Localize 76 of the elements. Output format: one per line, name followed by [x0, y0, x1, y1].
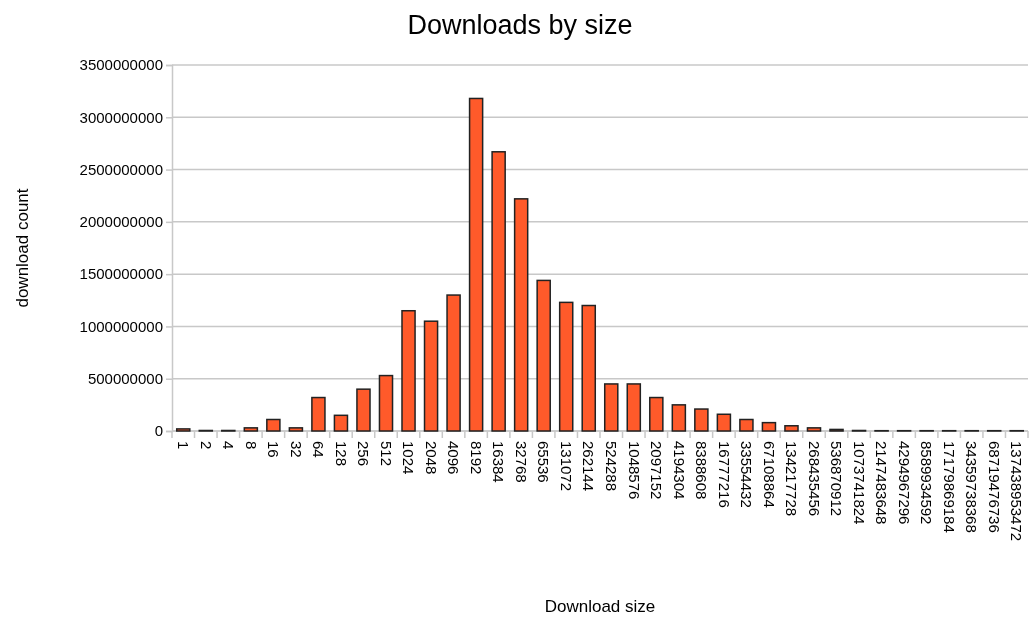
x-tick-label: 512 [377, 441, 395, 467]
y-tick-label: 3000000000 [79, 108, 163, 126]
bar [243, 427, 259, 432]
bar [513, 198, 529, 432]
x-tick-label: 17179869184 [940, 441, 958, 533]
bar [333, 414, 349, 432]
x-tick-label: 2048 [422, 441, 440, 475]
bar [739, 418, 754, 432]
x-tick-label: 32768 [512, 441, 530, 483]
x-tick-label: 2147483648 [873, 441, 891, 525]
bar [266, 418, 281, 432]
x-tick-label: 16384 [490, 441, 508, 483]
x-tick-label: 4096 [445, 441, 463, 475]
x-tick-label: 4294967296 [895, 441, 913, 525]
bar [671, 404, 687, 432]
x-tick-label: 1 [175, 441, 193, 450]
y-tick-label: 2000000000 [79, 213, 163, 231]
chart-title: Downloads by size [407, 10, 633, 40]
x-tick-label: 65536 [535, 441, 553, 483]
bar [716, 413, 732, 432]
x-tick-label: 131072 [557, 441, 575, 492]
x-tick-label: 16 [265, 441, 283, 458]
x-tick-label: 128 [332, 441, 350, 467]
bar [536, 279, 551, 432]
x-tick-label: 8 [242, 441, 260, 450]
y-axis-title: download count [13, 188, 32, 308]
bar [626, 383, 642, 432]
bar [288, 427, 304, 432]
bar [784, 425, 799, 432]
bar [806, 427, 822, 432]
x-tick-label: 67108864 [760, 441, 778, 508]
y-tick-label: 1500000000 [79, 265, 163, 283]
bar [581, 304, 597, 432]
x-tick-label: 1048576 [625, 441, 643, 500]
x-tick-label: 1073741824 [850, 441, 868, 525]
y-tick-label: 1000000000 [79, 317, 163, 335]
x-tick-label: 256 [355, 441, 373, 467]
bar [311, 396, 326, 432]
bar [558, 301, 574, 432]
y-tick-label: 3500000000 [79, 56, 163, 74]
x-tick-label: 2097152 [648, 441, 666, 500]
bar [401, 309, 416, 432]
x-axis-title: Download size [544, 597, 656, 616]
x-tick-label: 262144 [580, 441, 598, 492]
x-tick-label: 64 [310, 441, 328, 458]
y-tick-label: 2500000000 [79, 160, 163, 178]
x-tick-label: 34359738368 [963, 441, 981, 533]
x-tick-label: 134217728 [783, 441, 801, 517]
x-tick-label: 2 [197, 441, 215, 450]
bar [378, 374, 394, 432]
x-tick-label: 16777216 [715, 441, 733, 508]
x-tick-label: 524288 [603, 441, 621, 492]
bar [649, 396, 664, 432]
bar [491, 151, 506, 432]
x-tick-label: 32 [287, 441, 305, 458]
x-tick-label: 4194304 [670, 441, 688, 500]
x-tick-label: 33554432 [738, 441, 756, 508]
x-tick-label: 137438953472 [1008, 441, 1026, 542]
x-tick-label: 8388608 [693, 441, 711, 500]
y-tick-label: 500000000 [87, 370, 163, 388]
x-tick-label: 268435456 [805, 441, 823, 517]
x-tick-label: 536870912 [828, 441, 846, 517]
bar [761, 421, 777, 432]
y-tick-label: 0 [154, 422, 163, 440]
bar [446, 294, 461, 432]
x-tick-label: 68719476736 [985, 441, 1003, 533]
x-tick-label: 8192 [467, 441, 485, 475]
bar [694, 408, 709, 432]
bar [423, 320, 439, 432]
x-tick-label: 8589934592 [918, 441, 936, 525]
bar [175, 428, 191, 432]
x-tick-label: 1024 [400, 441, 418, 475]
bar [356, 388, 371, 432]
bar [468, 97, 484, 432]
bar [603, 383, 619, 432]
x-tick-label: 4 [220, 441, 238, 450]
